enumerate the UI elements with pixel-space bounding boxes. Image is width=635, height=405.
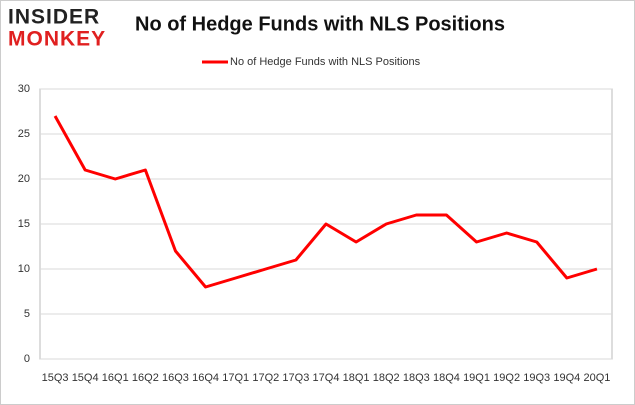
x-tick-label: 16Q4: [192, 372, 219, 384]
x-tick-label: 19Q2: [493, 372, 520, 384]
x-tick-label: 16Q3: [162, 372, 189, 384]
x-tick-label: 15Q4: [72, 372, 99, 384]
x-tick-label: 18Q3: [403, 372, 430, 384]
x-tick-label: 15Q3: [42, 372, 69, 384]
y-tick-label: 20: [18, 173, 30, 185]
x-tick-label: 16Q2: [132, 372, 159, 384]
y-tick-label: 15: [18, 218, 30, 230]
y-tick-label: 5: [24, 308, 30, 320]
x-tick-label: 19Q3: [523, 372, 550, 384]
logo-bottom: MONKEY: [8, 28, 106, 51]
logo-top: INSIDER: [8, 6, 100, 29]
x-tick-label: 20Q1: [583, 372, 610, 384]
y-tick-label: 10: [18, 263, 30, 275]
y-tick-label: 25: [18, 128, 30, 140]
x-tick-label: 19Q4: [553, 372, 580, 384]
x-tick-label: 18Q1: [343, 372, 370, 384]
x-tick-label: 17Q1: [222, 372, 249, 384]
y-tick-label: 30: [18, 83, 30, 95]
x-tick-label: 18Q2: [373, 372, 400, 384]
x-tick-label: 17Q4: [313, 372, 340, 384]
x-tick-label: 16Q1: [102, 372, 129, 384]
legend-label: No of Hedge Funds with NLS Positions: [230, 56, 421, 68]
chart-title: No of Hedge Funds with NLS Positions: [135, 13, 505, 35]
data-line: [53, 115, 598, 289]
x-tick-label: 18Q4: [433, 372, 460, 384]
x-tick-label: 17Q2: [252, 372, 279, 384]
x-tick-label: 17Q3: [282, 372, 309, 384]
x-tick-label: 19Q1: [463, 372, 490, 384]
y-tick-label: 0: [24, 353, 30, 365]
